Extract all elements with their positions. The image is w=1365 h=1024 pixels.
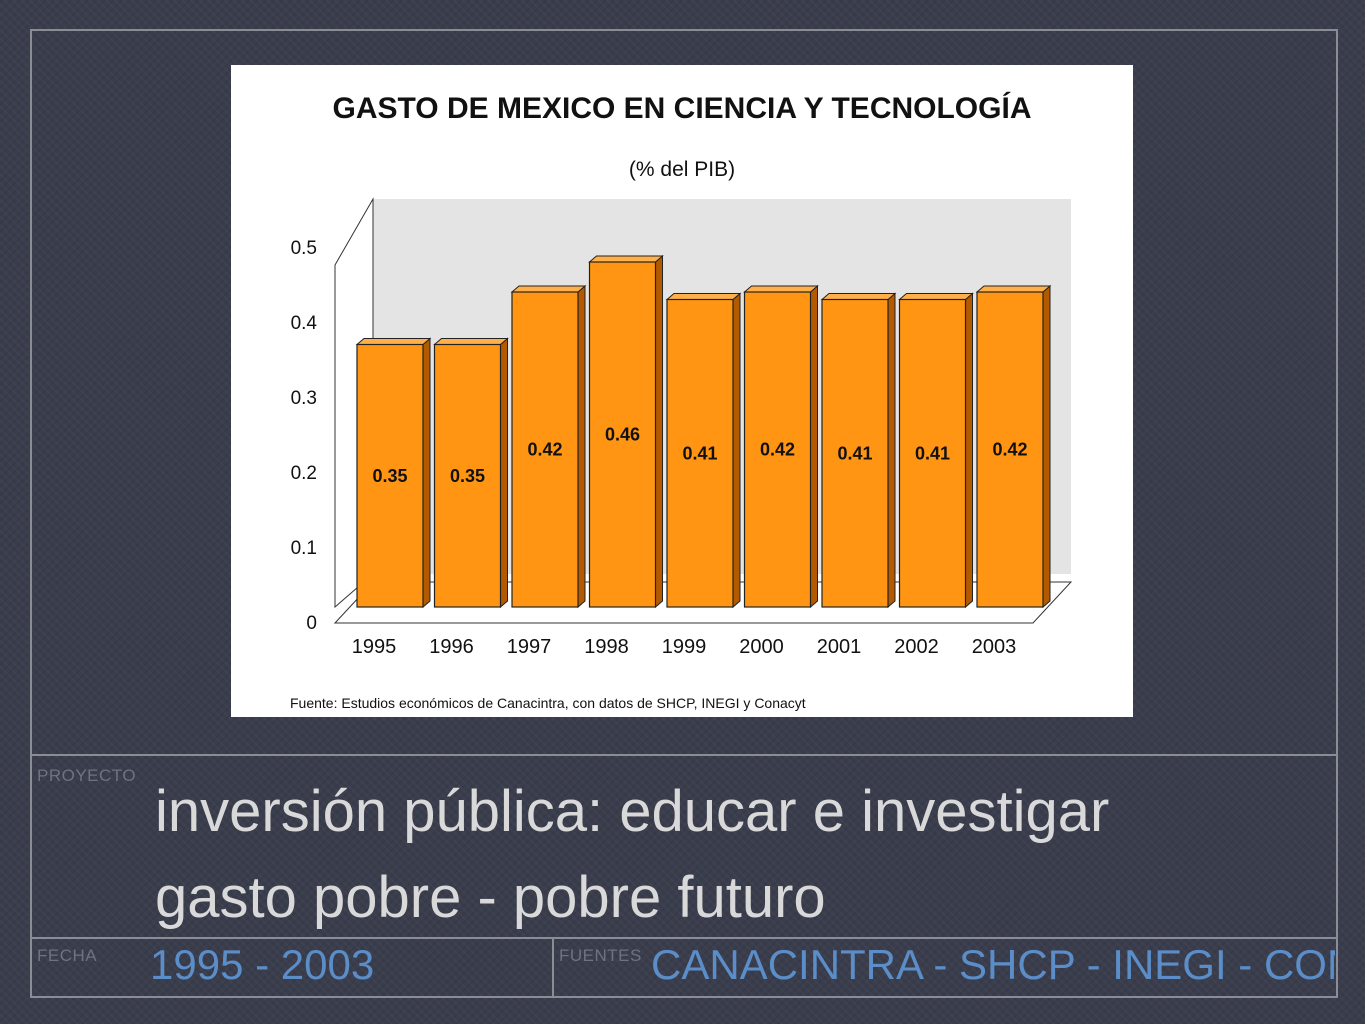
bar-top [898,293,974,300]
bar-top [743,285,819,293]
bar-1997: 0.42 [510,284,587,609]
bar-side [577,284,586,609]
frame-bottom-line [30,996,1338,998]
x-tick-label: 1997 [507,636,552,658]
y-tick-label: 0.3 [291,388,317,409]
y-tick-label: 0.5 [291,238,317,259]
bar-top [433,338,509,345]
bar-front [743,291,812,608]
frame-divider-project [30,754,1338,756]
bar-top [975,285,1052,293]
project-label: PROYECTO [37,766,137,785]
project-title: inversión pública: educar e investigar [155,779,1110,844]
date-label: FECHA [37,946,98,965]
project-subtitle: gasto pobre - pobre futuro [155,865,826,930]
bar-2000: 0.42 [743,284,819,609]
bar-data-label: 0.42 [527,440,562,460]
bar-front [356,343,424,608]
x-tick-label: 2001 [817,636,862,658]
bar-chart: GASTO DE MEXICO EN CIENCIA Y TECNOLOGÍA … [290,91,1073,711]
bar-data-label: 0.46 [605,425,640,445]
bar-top [510,285,587,293]
y-tick-label: 0.1 [291,538,317,559]
bar-side [887,292,896,609]
y-axis-ticks: 0 0.1 0.2 0.3 0.4 0.5 [291,238,318,634]
bar-side [422,337,431,609]
bar-front [898,298,967,608]
bar-2003: 0.42 [975,284,1052,609]
bar-side [965,292,973,609]
bar-side [500,337,508,609]
bar-side [1042,284,1051,609]
bar-top [665,293,742,300]
chart-title: GASTO DE MEXICO EN CIENCIA Y TECNOLOGÍA [333,91,1032,125]
y-tick-label: 0.2 [291,463,317,484]
bars: 0.35 0.35 0.42 0.46 0.41 0.42 0.41 0.41 0.42 [355,254,1052,609]
x-tick-label: 1996 [429,636,474,658]
x-tick-label: 2002 [894,636,939,658]
bar-data-label: 0.35 [450,466,485,486]
bar-data-label: 0.42 [992,440,1027,460]
bar-top [355,338,432,345]
bar-data-label: 0.41 [682,443,717,463]
bar-side [810,284,818,609]
chart-panel: GASTO DE MEXICO EN CIENCIA Y TECNOLOGÍA … [231,65,1133,717]
bar-1995: 0.35 [355,337,432,609]
y-tick-label: 0 [306,613,317,634]
frame-left-line [30,29,32,998]
bar-data-label: 0.42 [760,440,795,460]
bar-front [976,291,1044,608]
frame-right-line [1336,29,1338,998]
bar-top [820,293,897,300]
sources-text: CANACINTRA - SHCP - INEGI - CONACYT [651,941,1335,988]
sources-clip: CANACINTRA - SHCP - INEGI - CONACYT [554,938,1335,996]
date-range: 1995 - 2003 [150,941,375,988]
frame-divider-vertical [552,937,554,998]
bar-1996: 0.35 [433,337,509,609]
x-tick-label: 2003 [972,636,1017,658]
bar-side [732,292,741,609]
bar-2001: 0.41 [820,292,897,609]
bar-1999: 0.41 [665,292,742,609]
bar-2002: 0.41 [898,292,974,609]
bar-top [588,255,664,263]
bar-1998: 0.46 [588,254,664,609]
bar-data-label: 0.41 [837,443,872,463]
x-tick-label: 2000 [739,636,784,658]
bar-side [655,254,663,609]
bar-front [433,343,502,608]
sources-label: FUENTES [559,946,642,965]
y-tick-label: 0.4 [291,313,318,334]
frame-top-line [30,29,1338,31]
frame-divider-footer [30,937,1338,939]
bar-front [588,261,657,608]
x-tick-label: 1999 [662,636,707,658]
bar-front [666,298,734,608]
x-tick-label: 1998 [584,636,629,658]
x-axis-ticks: 1995 1996 1997 1998 1999 2000 2001 2002 2003 [352,636,1017,658]
x-tick-label: 1995 [352,636,397,658]
chart-subtitle: (% del PIB) [629,158,735,181]
bar-front [821,298,889,608]
bar-front [511,291,579,608]
bar-data-label: 0.35 [372,466,407,486]
chart-source-note: Fuente: Estudios económicos de Canacintr… [290,695,806,711]
bar-data-label: 0.41 [915,443,950,463]
